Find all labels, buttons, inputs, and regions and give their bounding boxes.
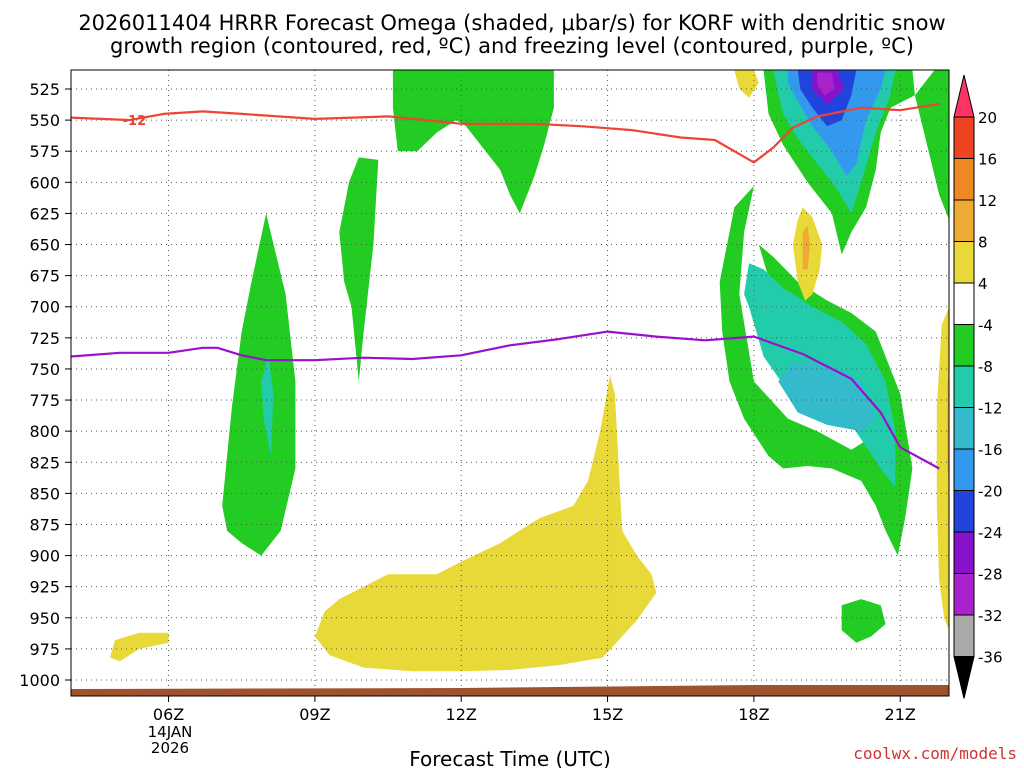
- x-tick-label: 18Z: [738, 705, 769, 724]
- omega-region: [817, 72, 835, 96]
- colorbar-label: 16: [978, 151, 997, 169]
- contour-lines: -12: [71, 102, 940, 470]
- credit-label: coolwx.com/models: [853, 744, 1017, 763]
- omega-region: [110, 632, 169, 662]
- y-tick-label: 825: [29, 453, 60, 472]
- colorbar-swatch: [953, 614, 975, 657]
- colorbar-swatch: [953, 116, 975, 159]
- colorbar-swatch: [953, 573, 975, 616]
- omega-region: [261, 356, 274, 456]
- colorbar-top-triangle: [953, 74, 975, 118]
- colorbar-swatch: [953, 531, 975, 574]
- colorbar-bottom-triangle: [953, 656, 975, 699]
- colorbar: 20 16 12 8 4 -4 -8 -12 -16 -20 -24 -28 -32 -36: [953, 74, 1003, 699]
- y-tick-label: 800: [29, 422, 60, 441]
- omega-region: [802, 225, 810, 270]
- y-tick-label: 950: [29, 609, 60, 628]
- y-tick-label: 625: [29, 204, 60, 223]
- colorbar-label: -20: [978, 483, 1003, 501]
- x-axis-title: Forecast Time (UTC): [409, 747, 611, 768]
- y-tick-label: 750: [29, 360, 60, 379]
- terrain-layer: [71, 685, 949, 696]
- dgz-contour-line: [71, 102, 940, 164]
- colorbar-swatch: [953, 158, 975, 201]
- colorbar-swatch: [953, 199, 975, 242]
- omega-region: [841, 599, 886, 643]
- colorbar-label: -4: [978, 317, 993, 335]
- omega-shading: [110, 70, 949, 672]
- y-tick-label: 925: [29, 578, 60, 597]
- colorbar-label: -12: [978, 400, 1003, 418]
- y-tick-label: 700: [29, 298, 60, 317]
- chart-title-line-1: 2026011404 HRRR Forecast Omega (shaded, …: [78, 11, 945, 35]
- omega-region: [314, 375, 657, 672]
- omega-region: [914, 70, 949, 220]
- chart-title-line-2: growth region (contoured, red, ºC) and f…: [110, 34, 914, 58]
- colorbar-label: -32: [978, 607, 1003, 625]
- y-tick-label: 1000: [19, 671, 60, 690]
- colorbar-label: -16: [978, 441, 1003, 459]
- colorbar-swatch: [953, 241, 975, 284]
- y-tick-label: 775: [29, 391, 60, 410]
- x-tick-label: 15Z: [592, 705, 623, 724]
- y-tick-label: 575: [29, 142, 60, 161]
- y-tick-label: 600: [29, 173, 60, 192]
- colorbar-label: 20: [978, 109, 997, 127]
- y-tick-label: 725: [29, 329, 60, 348]
- colorbar-label: 12: [978, 192, 997, 210]
- colorbar-label: 4: [978, 275, 988, 293]
- y-tick-label: 850: [29, 484, 60, 503]
- x-tick-label: 09Z: [299, 705, 330, 724]
- colorbar-swatch: [953, 407, 975, 450]
- colorbar-label: -24: [978, 524, 1003, 542]
- terrain-fill: [71, 685, 949, 696]
- x-axis-ticks: 06Z 09Z 12Z 15Z 18Z 21Z: [153, 696, 916, 724]
- omega-region: [936, 306, 949, 631]
- dgz-contour-label: -12: [123, 114, 147, 129]
- colorbar-label: -36: [978, 649, 1003, 667]
- date-label-year: 2026: [151, 739, 189, 757]
- y-tick-label: 975: [29, 640, 60, 659]
- omega-region: [222, 213, 296, 556]
- omega-region: [719, 186, 913, 556]
- colorbar-swatch: [953, 282, 975, 325]
- colorbar-label: -28: [978, 566, 1003, 584]
- y-axis-ticks: 525 550 575 600 625 650 675 700 725 750 775 800 825 8…: [19, 80, 71, 690]
- colorbar-swatch: [953, 448, 975, 491]
- omega-region: [339, 157, 379, 382]
- x-tick-label: 12Z: [446, 705, 477, 724]
- y-tick-label: 875: [29, 515, 60, 534]
- x-tick-label: 06Z: [153, 705, 184, 724]
- y-tick-label: 650: [29, 236, 60, 255]
- plot-frame: [70, 69, 950, 697]
- y-tick-label: 525: [29, 80, 60, 99]
- omega-region: [392, 70, 554, 214]
- y-tick-label: 900: [29, 547, 60, 566]
- date-label-day: 14JAN: [148, 723, 193, 741]
- colorbar-swatch: [953, 490, 975, 533]
- colorbar-label: -8: [978, 358, 993, 376]
- omega-region: [734, 70, 759, 98]
- freezing-level-line: [71, 330, 940, 470]
- colorbar-label: 8: [978, 234, 988, 252]
- x-tick-label: 21Z: [885, 705, 916, 724]
- y-tick-label: 550: [29, 111, 60, 130]
- y-tick-label: 675: [29, 267, 60, 286]
- colorbar-swatch: [953, 365, 975, 408]
- colorbar-swatch: [953, 324, 975, 367]
